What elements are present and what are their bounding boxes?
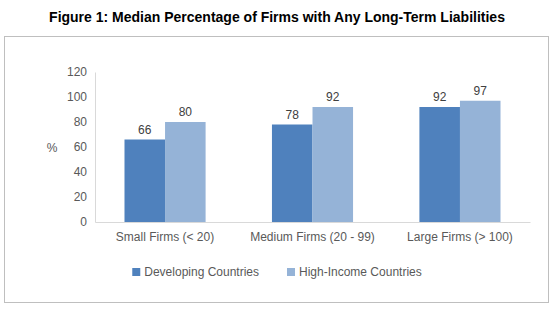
bar [460,101,501,222]
y-tick: 20 [74,190,95,204]
x-tick: Large Firms (> 100) [407,222,513,244]
x-axis-line [96,222,531,223]
data-label: 78 [286,108,300,122]
y-axis-title: % [47,141,58,155]
y-tick: 120 [67,65,95,79]
legend-item: High-Income Countries [287,265,422,279]
y-tick-label: 0 [80,215,87,229]
y-tick-label: 100 [67,90,87,104]
y-tick: 0 [80,215,95,229]
data-labels: 66 78 92 80 92 97 [138,84,487,137]
y-tick-label: 20 [74,190,88,204]
x-axis: Small Firms (< 20) Medium Firms (20 - 99)… [96,222,531,244]
y-tick: 80 [74,115,95,129]
x-tick-label: Small Firms (< 20) [116,230,214,244]
y-tick-label: 40 [74,165,88,179]
data-label: 92 [326,90,340,104]
title: Figure 1: Median Percentage of Firms wit… [49,9,505,25]
x-tick: Small Firms (< 20) [116,222,214,244]
legend-swatch [287,268,295,276]
data-label: 66 [138,123,152,137]
y-tick: 100 [67,90,95,104]
bar [313,107,354,222]
y-axis: 0 20 40 60 80 100 120 [67,65,96,229]
legend-swatch [132,268,140,276]
y-tick-label: 120 [67,65,87,79]
legend-label: Developing Countries [144,265,259,279]
legend-label: High-Income Countries [299,265,422,279]
chart-frame [5,37,549,303]
bar [272,125,313,223]
x-tick-label: Medium Firms (20 - 99) [250,230,375,244]
y-axis-line [95,73,96,223]
x-tick: Medium Firms (20 - 99) [250,222,375,244]
x-tick-label: Large Firms (> 100) [407,230,513,244]
bar [124,140,165,223]
bars [124,101,500,222]
data-label: 92 [433,90,447,104]
data-label: 80 [179,105,193,119]
bar [165,122,206,222]
y-tick: 60 [74,140,95,154]
y-tick-label: 60 [74,140,88,154]
legend-item: Developing Countries [132,265,259,279]
y-tick: 40 [74,165,95,179]
bar [419,107,460,222]
y-tick-label: 80 [74,115,88,129]
data-label: 97 [474,84,488,98]
legend: Developing Countries High-Income Countrie… [132,265,421,279]
